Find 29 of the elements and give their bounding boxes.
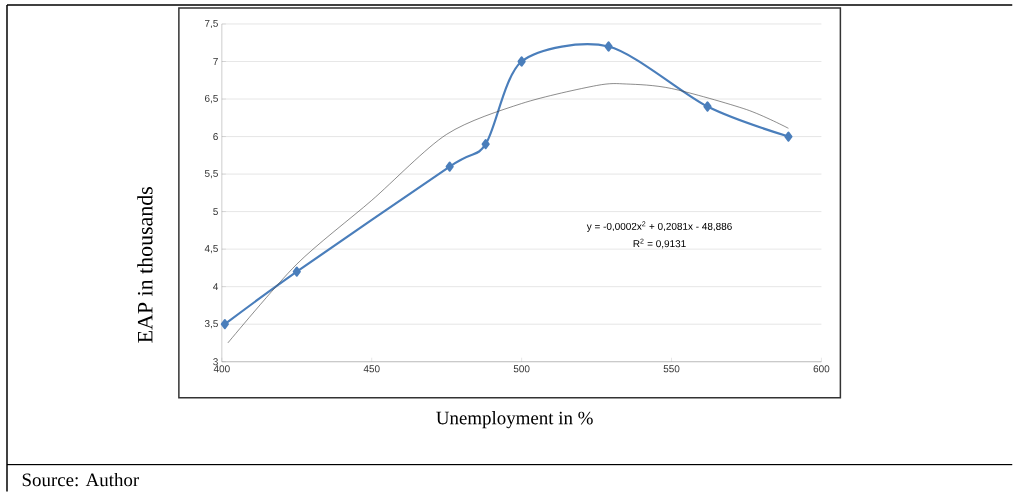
source-note: Source: Author bbox=[22, 472, 140, 487]
y-axis-title: EAP in thousands bbox=[137, 186, 153, 343]
point bbox=[784, 131, 793, 142]
point bbox=[604, 41, 613, 52]
y-tick-label: 4,5 bbox=[204, 244, 218, 254]
x-tick-label: 450 bbox=[363, 365, 380, 373]
point bbox=[292, 266, 301, 277]
y-tick-label: 6 bbox=[213, 132, 218, 140]
y-tick-label: 3 bbox=[213, 358, 218, 366]
point bbox=[445, 161, 454, 172]
y-tick-label: 5,5 bbox=[204, 169, 218, 178]
y-tick-label: 3,5 bbox=[204, 319, 218, 329]
y-tick-label: 5 bbox=[213, 207, 218, 215]
point bbox=[703, 101, 712, 112]
x-axis-title: Unemployment in % bbox=[436, 410, 593, 429]
x-tick-label: 600 bbox=[813, 365, 830, 373]
x-tick-label: 400 bbox=[213, 365, 230, 373]
y-tick-label: 7 bbox=[213, 57, 218, 65]
point bbox=[220, 318, 229, 330]
point bbox=[481, 138, 490, 149]
point bbox=[517, 56, 526, 67]
annotation: y = -0,0002x$^{2}$ + 0,2081x - 48,886 bbox=[586, 221, 732, 232]
y-tick-label: 7,5 bbox=[205, 19, 218, 28]
x-tick-label: 500 bbox=[513, 365, 530, 373]
y-tick-label: 6,5 bbox=[204, 94, 218, 103]
line-series bbox=[227, 83, 789, 344]
x-tick-label: 550 bbox=[663, 365, 680, 373]
y-tick-label: 4 bbox=[213, 283, 219, 290]
annotation: R$^{2}$ = 0,9131 bbox=[633, 238, 686, 249]
